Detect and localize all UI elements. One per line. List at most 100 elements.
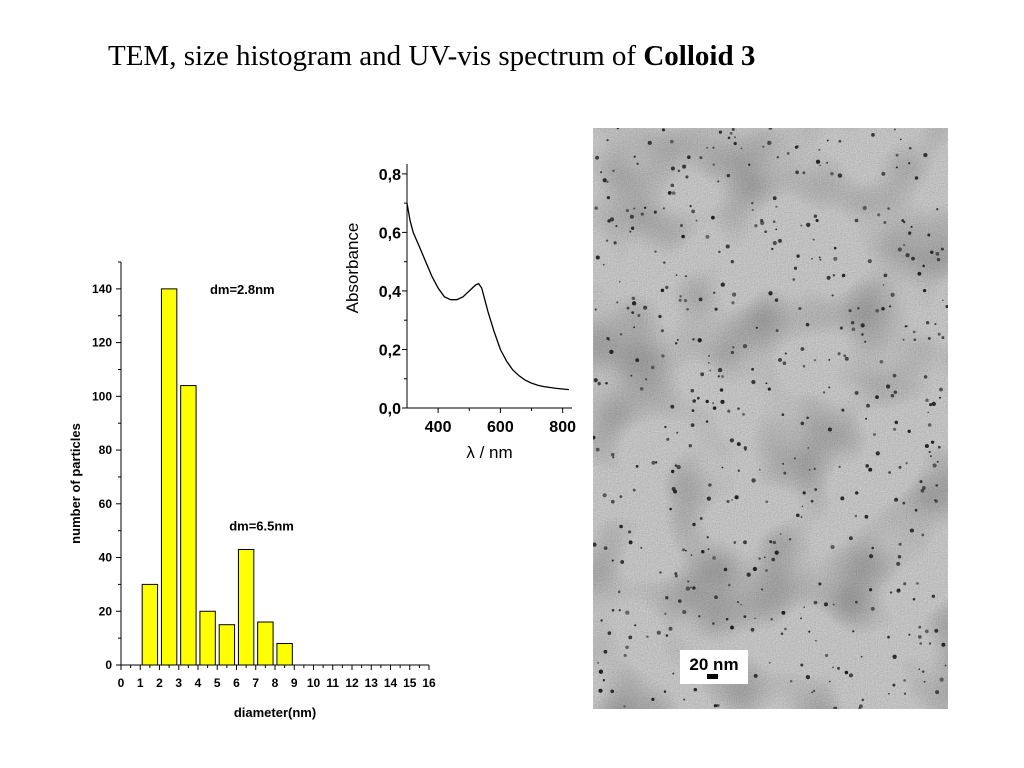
nanoparticle-dot <box>903 244 906 247</box>
nanoparticle-dot <box>813 359 816 362</box>
nanoparticle-dot <box>743 615 747 618</box>
nanoparticle-dot <box>674 342 678 345</box>
histogram-x-tick-label: 13 <box>365 676 379 690</box>
nanoparticle-dot <box>597 662 599 664</box>
size-histogram: 0 1 2 3 4 5 6 7 8 9 10 11 12 13 14 15 160204060801001201… <box>68 261 436 720</box>
nanoparticle-dot <box>893 390 898 394</box>
nanoparticle-dot <box>795 170 799 175</box>
nanoparticle-dot <box>713 291 716 294</box>
nanoparticle-dot <box>793 266 798 270</box>
nanoparticle-dot <box>699 517 703 520</box>
nanoparticle-dot <box>732 346 735 349</box>
nanoparticle-dot <box>682 164 687 169</box>
nanoparticle-dot <box>826 275 831 280</box>
nanoparticle-dot <box>696 396 700 400</box>
nanoparticle-dot <box>828 386 831 389</box>
nanoparticle-dot <box>936 208 939 211</box>
nanoparticle-dot <box>731 499 733 501</box>
nanoparticle-dot <box>848 309 852 313</box>
nanoparticle-dot <box>895 166 898 169</box>
spectrum-x-tick-label: 800 <box>549 419 576 436</box>
nanoparticle-dot <box>630 226 635 230</box>
nanoparticle-dot <box>887 207 890 210</box>
histogram-y-tick-label: 40 <box>99 551 113 565</box>
nanoparticle-dot <box>806 222 811 228</box>
nanoparticle-dot <box>794 145 798 149</box>
nanoparticle-dot <box>594 206 598 210</box>
nanoparticle-dot <box>632 488 636 492</box>
nanoparticle-dot <box>903 692 907 695</box>
nanoparticle-dot <box>677 169 681 173</box>
nanoparticle-dot <box>730 260 734 264</box>
nanoparticle-dot <box>605 381 608 385</box>
nanoparticle-dot <box>765 569 768 572</box>
nanoparticle-dot <box>862 205 867 211</box>
nanoparticle-dot <box>733 136 736 139</box>
nanoparticle-dot <box>644 378 648 381</box>
nanoparticle-dot <box>887 635 890 639</box>
nanoparticle-dot <box>597 381 601 386</box>
nanoparticle-dot <box>826 139 829 142</box>
nanoparticle-dot <box>640 546 643 549</box>
nanoparticle-dot <box>893 427 897 431</box>
nanoparticle-dot <box>718 130 723 134</box>
nanoparticle-dot <box>631 301 637 306</box>
nanoparticle-dot <box>784 352 787 355</box>
nanoparticle-dot <box>705 420 709 423</box>
nanoparticle-dot <box>728 583 731 587</box>
nanoparticle-dot <box>892 683 896 687</box>
nanoparticle-dot <box>717 375 720 378</box>
nanoparticle-dot <box>837 173 843 178</box>
nanoparticle-dot <box>860 655 863 658</box>
histogram-bar-6 <box>257 621 274 666</box>
nanoparticle-dot <box>719 388 724 392</box>
nanoparticle-dot <box>932 463 937 468</box>
nanoparticle-dot <box>800 347 805 351</box>
nanoparticle-dot <box>708 355 710 357</box>
nanoparticle-dot <box>633 326 636 329</box>
nanoparticle-dot <box>937 332 941 336</box>
nanoparticle-dot <box>669 507 672 511</box>
nanoparticle-dot <box>595 155 599 160</box>
nanoparticle-dot <box>888 471 891 474</box>
nanoparticle-dot <box>848 673 854 678</box>
nanoparticle-dot <box>643 305 648 310</box>
nanoparticle-dot <box>800 617 803 620</box>
nanoparticle-dot <box>893 128 896 131</box>
nanoparticle-dot <box>930 440 935 444</box>
nanoparticle-dot <box>721 466 724 469</box>
nanoparticle-dot <box>723 567 728 572</box>
nanoparticle-dot <box>742 412 745 416</box>
nanoparticle-dot <box>635 358 640 362</box>
nanoparticle-dot <box>875 395 879 399</box>
nanoparticle-dot <box>763 556 766 559</box>
nanoparticle-dot <box>708 483 712 487</box>
nanoparticle-dot <box>823 602 829 607</box>
slide-title: TEM, size histogram and UV-vis spectrum … <box>108 40 755 73</box>
nanoparticle-dot <box>902 338 905 341</box>
nanoparticle-dot <box>812 238 815 241</box>
nanoparticle-dot <box>890 292 895 297</box>
nanoparticle-dot <box>620 560 625 564</box>
nanoparticle-dot <box>626 306 630 310</box>
nanoparticle-dot <box>707 548 710 551</box>
nanoparticle-dot <box>611 609 615 612</box>
nanoparticle-dot <box>761 588 764 591</box>
nanoparticle-dot <box>919 642 922 645</box>
nanoparticle-dot <box>727 409 731 413</box>
histogram-x-tick-label: 6 <box>233 676 240 690</box>
slide-title-prefix: TEM, size histogram and UV-vis spectrum … <box>108 40 644 72</box>
nanoparticle-dot <box>699 156 703 160</box>
nanoparticle-dot <box>867 259 872 264</box>
nanoparticle-dot <box>831 294 834 297</box>
nanoparticle-dot <box>782 361 787 365</box>
nanoparticle-dot <box>674 572 678 575</box>
nanoparticle-dot <box>762 145 765 148</box>
histogram-x-axis-label: diameter(nm) <box>234 705 316 720</box>
nanoparticle-dot <box>625 209 629 213</box>
nanoparticle-dot <box>898 542 902 546</box>
nanoparticle-dot <box>712 556 716 560</box>
nanoparticle-dot <box>818 148 821 151</box>
nanoparticle-dot <box>673 489 678 494</box>
nanoparticle-dot <box>612 169 615 172</box>
